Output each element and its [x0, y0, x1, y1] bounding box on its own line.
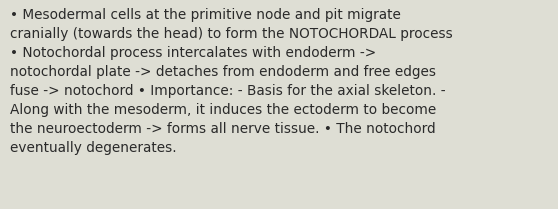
Text: • Mesodermal cells at the primitive node and pit migrate
cranially (towards the : • Mesodermal cells at the primitive node…	[10, 8, 453, 155]
